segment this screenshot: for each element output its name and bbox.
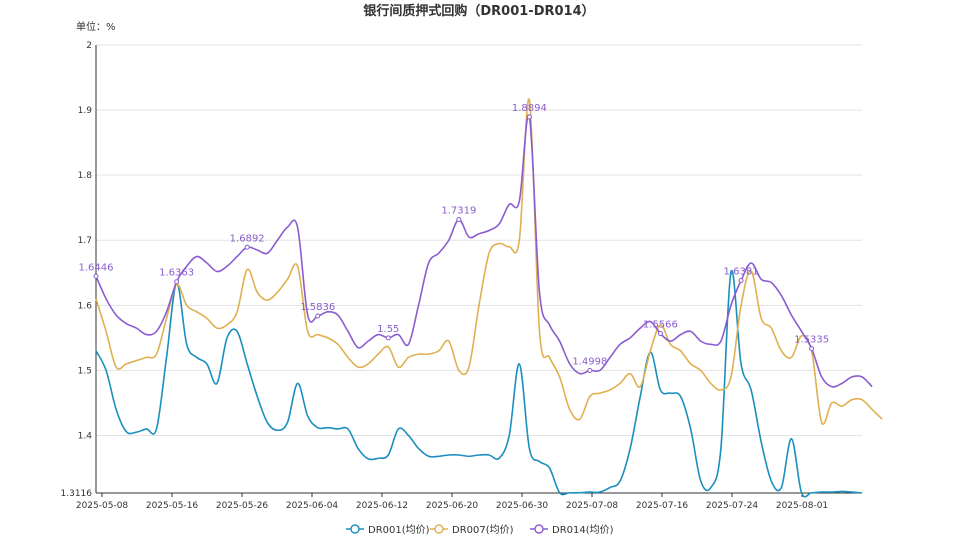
legend-item-1[interactable]: DR007(均价) [430,524,514,536]
x-tick-label: 2025-08-01 [776,501,828,511]
x-tick-label: 2025-06-20 [426,501,479,511]
legend-item-0[interactable]: DR001(均价) [346,524,430,536]
y-tick-label: 1.4 [78,431,93,441]
x-tick-label: 2025-07-16 [636,501,689,511]
legend-marker [434,524,444,534]
series-line-1 [95,98,883,426]
data-point-marker [385,335,391,341]
data-label: 1.5566 [643,320,678,331]
axes: 1.3116 1.4 1.5 1.6 1.7 1.8 1.9 2 2025-05-08 2025-… [61,41,862,511]
data-label: 1.8894 [512,103,547,114]
legend-marker [350,524,360,534]
data-point-marker [456,216,462,222]
data-label: 1.4998 [572,357,607,368]
x-tick-label: 2025-05-08 [76,501,129,511]
data-point-marker [315,313,321,319]
data-label: 1.6363 [159,268,194,279]
y-tick-label: 1.6 [78,301,93,311]
x-tick-label: 2025-07-08 [566,501,619,511]
legend[interactable]: DR001(均价) DR007(均价) DR014(均价) [346,524,614,536]
legend-label: DR007(均价) [452,524,514,536]
series-line-0 [95,269,863,498]
grid [96,44,862,436]
data-labels: 1.6446 1.6363 1.6892 1.5836 1.55 1.7319 1.8894… [79,103,829,374]
y-tick-label: 1.9 [78,106,93,116]
legend-label: DR001(均价) [368,524,430,536]
data-label: 1.6381 [724,267,759,278]
data-label: 1.6446 [79,262,114,273]
y-tick-label: 1.7 [78,236,92,246]
data-point-marker [244,244,250,250]
series-line-2 [95,114,873,388]
y-tick-label: 1.3116 [61,489,93,499]
y-tick-label: 1.5 [78,366,92,376]
data-label: 1.55 [377,324,399,335]
x-tick-label: 2025-05-26 [216,501,269,511]
data-label: 1.7319 [441,205,476,216]
x-tick-label: 2025-06-04 [286,501,339,511]
data-label: 1.5335 [794,335,829,346]
data-point-marker [587,368,593,374]
x-tick-label: 2025-07-24 [706,501,759,511]
data-point-marker [526,114,532,120]
data-point-marker [738,278,744,284]
legend-label: DR014(均价) [552,524,614,536]
unit-label: 单位：% [76,20,116,33]
y-tick-label: 2 [86,41,92,51]
y-tick-label: 1.8 [78,171,93,181]
series-lines [95,98,883,498]
data-point-marker [809,346,815,352]
data-point-marker [657,331,663,337]
x-tick-label: 2025-05-16 [146,501,199,511]
legend-item-2[interactable]: DR014(均价) [530,524,614,536]
chart-title: 银行间质押式回购（DR001-DR014） [363,3,594,19]
data-point-marker [174,279,180,285]
data-point-marker [93,273,99,279]
x-tick-label: 2025-06-30 [496,501,549,511]
x-tick-label: 2025-06-12 [356,501,408,511]
data-label: 1.5836 [300,302,335,313]
data-label: 1.6892 [230,233,265,244]
legend-marker [534,524,544,534]
